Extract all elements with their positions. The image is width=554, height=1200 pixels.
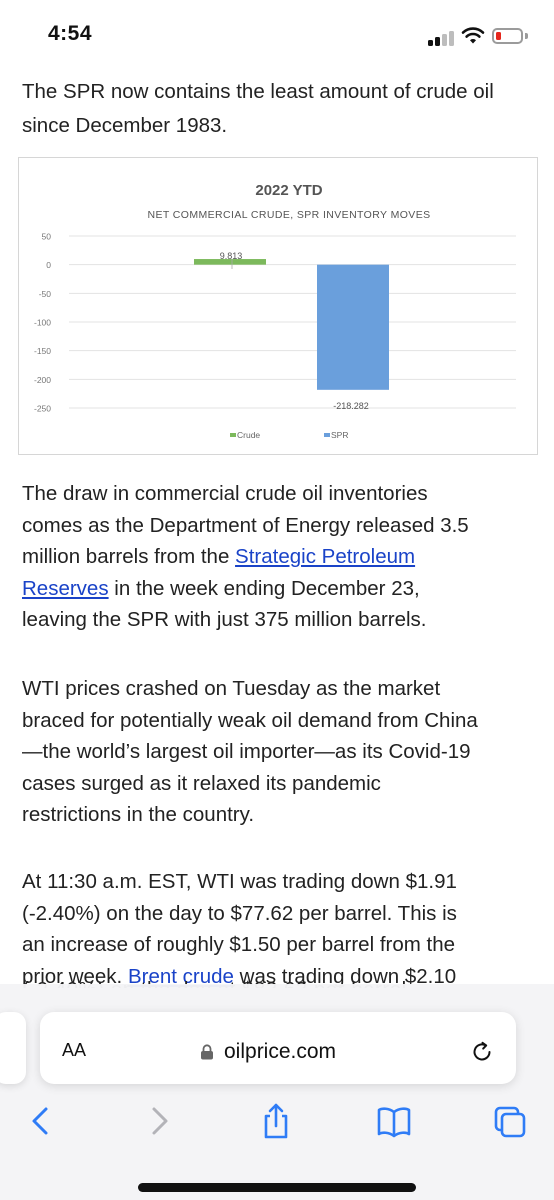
previous-tab-edge[interactable] <box>0 1012 26 1084</box>
status-time: 4:54 <box>48 22 93 45</box>
y-tick-label: -100 <box>34 318 51 328</box>
battery-low-icon <box>492 28 523 44</box>
y-tick-label: -150 <box>34 346 51 356</box>
chart-subtitle: NET COMMERCIAL CRUDE, SPR INVENTORY MOVE… <box>147 209 430 221</box>
p3-line-4: prior week. <box>22 964 128 988</box>
bookmarks-icon[interactable] <box>376 1102 412 1140</box>
p1-after-link: in the week ending December 23, <box>108 576 420 600</box>
brent-crude-link[interactable]: Brent crude <box>127 964 234 988</box>
y-tick-label: -250 <box>34 404 51 414</box>
p1-line-2: comes as the Department of Energy releas… <box>22 513 469 537</box>
home-indicator <box>138 1183 416 1192</box>
legend-label-crude: Crude <box>237 430 260 440</box>
cellular-signal-icon <box>428 28 456 46</box>
p1-line-1: The draw in commercial crude oil invento… <box>22 482 428 505</box>
article-paragraph-3: At 11:30 a.m. EST, WTI was trading down … <box>22 866 534 992</box>
reader-aa-button[interactable]: AA <box>62 1040 87 1060</box>
chart-canvas: 2022 YTD NET COMMERCIAL CRUDE, SPR INVENT… <box>34 182 516 440</box>
tabs-icon[interactable] <box>492 1102 528 1140</box>
p3-cutoff-line: (-2.40%) on the day at $83.63 per barrel <box>22 974 534 988</box>
article-paragraph-1: The draw in commercial crude oil invento… <box>22 478 534 636</box>
y-tick-label: -200 <box>34 375 51 385</box>
p2-line-4: cases surged as it relaxed its pandemic <box>22 771 381 795</box>
p2-line-2: braced for potentially weak oil demand f… <box>22 708 478 732</box>
article-paragraph-2: WTI prices crashed on Tuesday as the mar… <box>22 673 534 831</box>
spr-chart: 2022 YTD NET COMMERCIAL CRUDE, SPR INVENT… <box>18 157 538 455</box>
y-tick-label: 0 <box>46 260 51 270</box>
data-label-crude: 9.813 <box>220 251 243 261</box>
p2-line-3: —the world’s largest oil importer—as its… <box>22 740 471 764</box>
strategic-petroleum-reserves-link[interactable]: Strategic Petroleum Reserves <box>22 545 416 600</box>
bar-spr <box>317 264 389 390</box>
forward-icon[interactable] <box>142 1102 178 1140</box>
y-tick-label: -50 <box>39 289 52 299</box>
legend-swatch-spr <box>324 433 330 437</box>
url-text[interactable]: oilprice.com <box>224 1040 337 1063</box>
lock-icon <box>201 1044 213 1060</box>
wifi-icon <box>461 27 485 44</box>
back-icon[interactable] <box>22 1102 58 1140</box>
p2-line-1: WTI prices crashed on Tuesday as the mar… <box>22 677 441 700</box>
chart-title: 2022 YTD <box>255 182 322 199</box>
p2-line-5: restrictions in the country. <box>22 803 255 827</box>
share-icon[interactable] <box>258 1102 294 1140</box>
data-label-spr: -218.282 <box>333 401 369 411</box>
legend-label-spr: SPR <box>331 430 348 440</box>
status-bar: 4:54 <box>0 0 554 70</box>
p3-line-2: (-2.40%) on the day to $77.62 per barrel… <box>22 901 457 925</box>
address-bar[interactable] <box>40 1012 516 1084</box>
y-tick-label: 50 <box>42 232 52 242</box>
reload-icon[interactable] <box>470 1040 494 1064</box>
legend-swatch-crude <box>230 433 236 437</box>
p3-after-link: was trading down $2.10 <box>233 964 457 988</box>
bar-crude <box>194 259 266 265</box>
p3-line-3: an increase of roughly $1.50 per barrel … <box>22 933 456 957</box>
p1-line-5: leaving the SPR with just 375 million ba… <box>22 608 427 632</box>
p1-line-3: million barrels from the <box>22 545 236 569</box>
p3-line-1: At 11:30 a.m. EST, WTI was trading down … <box>22 870 457 893</box>
article-intro: The SPR now contains the least amount of… <box>22 80 494 137</box>
